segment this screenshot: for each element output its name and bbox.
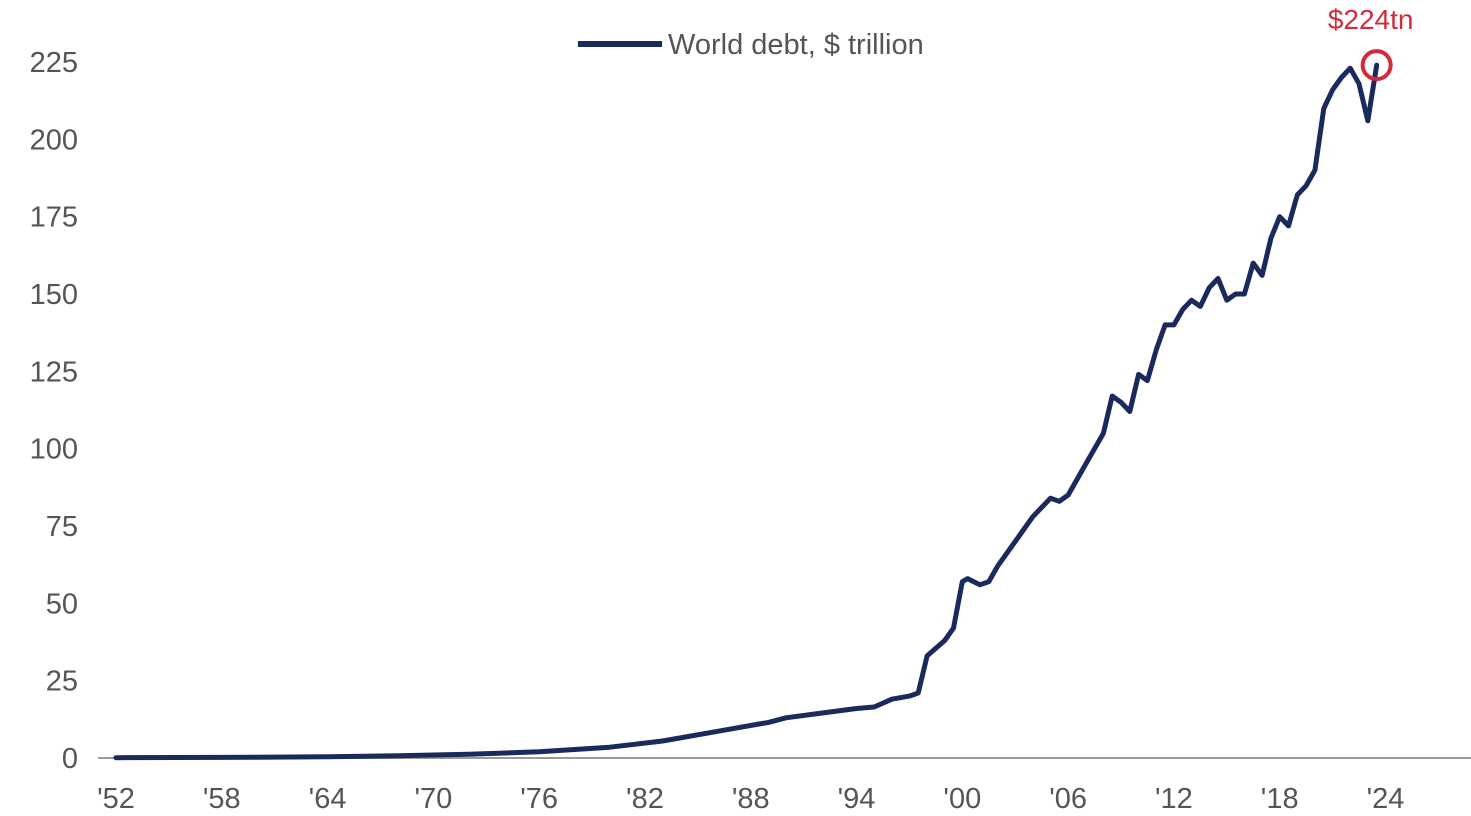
x-tick-label: '12 [1155,783,1193,815]
x-tick-label: '88 [732,783,770,815]
legend: World debt, $ trillion [578,29,924,61]
y-tick-label: 175 [30,202,78,234]
y-tick-label: 0 [62,743,78,775]
x-tick-label: '24 [1367,783,1405,815]
x-tick-label: '00 [943,783,981,815]
x-tick-label: '82 [626,783,664,815]
y-axis-ticks: 0 25 50 75 100 125 150 175 200 225 [30,47,78,775]
annotation: $224tn [1328,4,1414,82]
y-tick-label: 50 [46,588,78,620]
x-tick-label: '70 [414,783,452,815]
x-tick-label: '52 [97,783,135,815]
y-tick-label: 75 [46,511,78,543]
y-tick-label: 125 [30,356,78,388]
y-tick-label: 150 [30,279,78,311]
y-tick-label: 25 [46,666,78,698]
legend-label: World debt, $ trillion [668,29,924,61]
series-points [114,63,1379,760]
x-axis-ticks: '52 '58 '64 '70 '76 '82 '88 '94 '00 '06 '12 '18 '24 [97,783,1404,815]
series-line-world-debt [113,62,1380,761]
y-tick-label: 100 [30,434,78,466]
annotation-highlight-circle [1360,49,1393,82]
x-tick-label: '76 [520,783,558,815]
y-tick-label: 200 [30,124,78,156]
x-tick-label: '94 [838,783,876,815]
x-tick-label: '06 [1049,783,1087,815]
x-tick-label: '58 [203,783,241,815]
x-tick-label: '18 [1261,783,1299,815]
x-tick-label: '64 [309,783,347,815]
y-tick-label: 225 [30,47,78,79]
annotation-label: $224tn [1328,4,1414,35]
